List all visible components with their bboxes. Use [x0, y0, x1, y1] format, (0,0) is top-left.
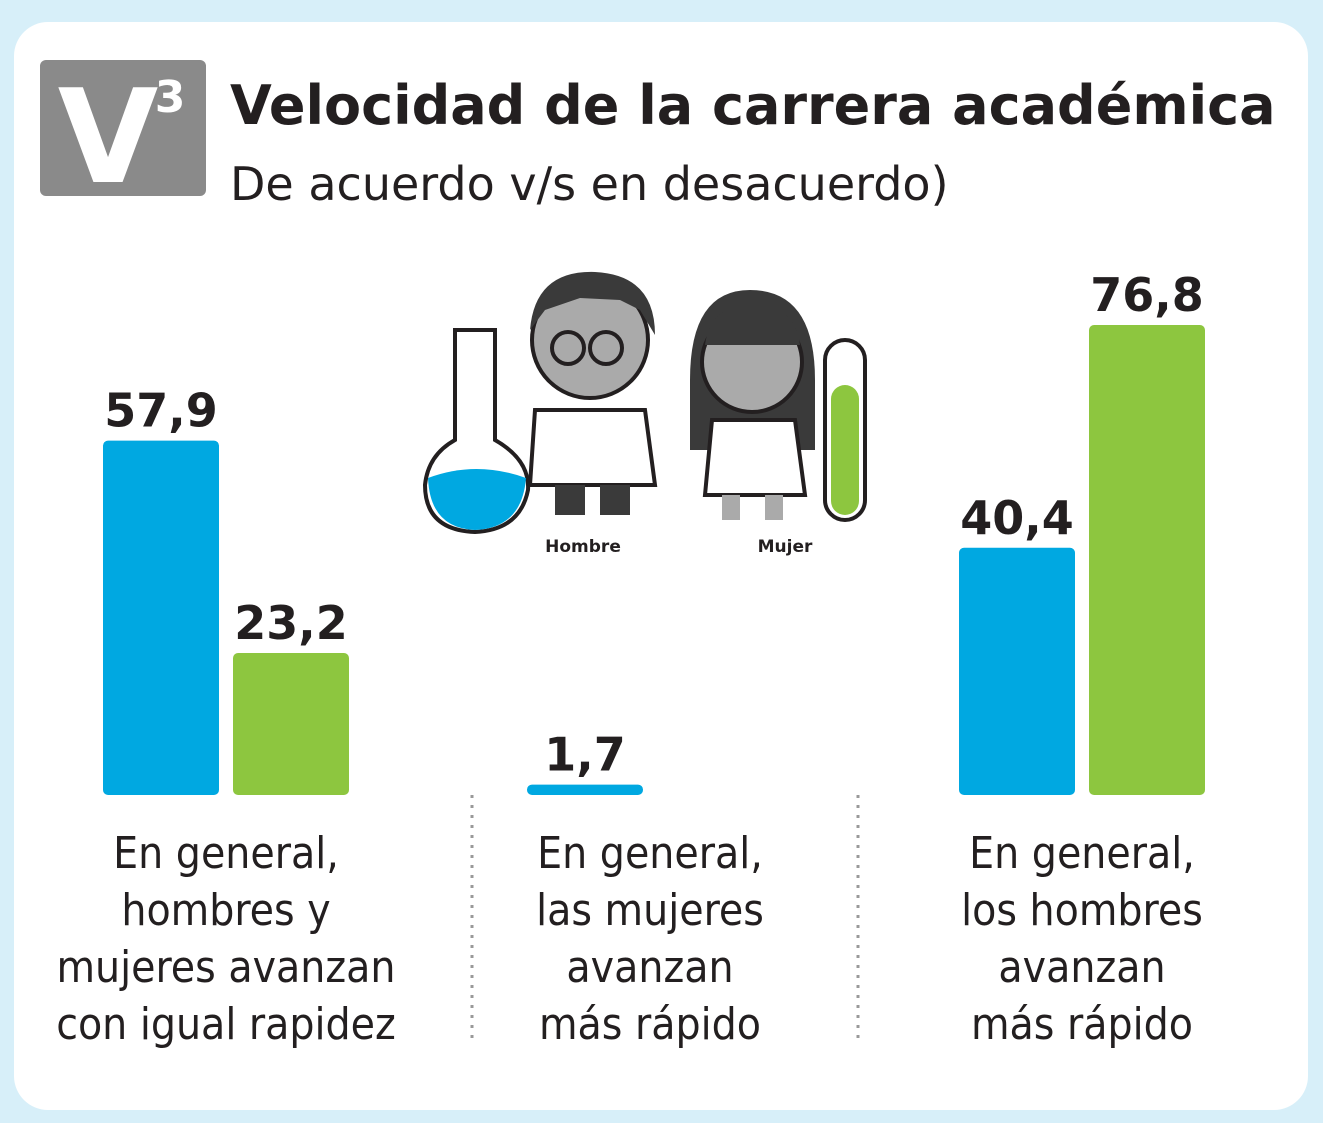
x-tick-label: avanzan: [566, 942, 733, 993]
badge-superscript: 3: [155, 72, 186, 123]
value-label: 40,4: [960, 491, 1074, 545]
x-tick-label: mujeres avanzan: [56, 942, 395, 993]
card: [14, 22, 1308, 1110]
x-tick-label: las mujeres: [536, 885, 764, 936]
illustration: [422, 271, 867, 535]
x-tick-label: En general,: [113, 828, 339, 879]
bar: [1089, 325, 1205, 795]
legend-label: Mujer: [758, 537, 813, 557]
x-tick-label: los hombres: [961, 885, 1203, 936]
badge-letter: V: [58, 61, 159, 213]
value-label: 76,8: [1090, 268, 1204, 322]
bar: [103, 440, 219, 795]
value-label: 57,9: [104, 384, 218, 438]
value-label: 1,7: [544, 728, 626, 782]
chart-subtitle: De acuerdo v/s en desacuerdo): [230, 157, 949, 211]
x-tick-label: avanzan: [998, 942, 1165, 993]
x-tick-label: hombres y: [121, 885, 330, 936]
bar: [527, 784, 643, 795]
x-tick-label: más rápido: [971, 999, 1193, 1050]
bar: [233, 653, 349, 795]
x-tick-label: En general,: [969, 828, 1195, 879]
bar: [959, 547, 1075, 795]
x-tick-label: En general,: [537, 828, 763, 879]
badge: [40, 60, 206, 196]
legend-label: Hombre: [545, 537, 621, 557]
x-tick-label: más rápido: [539, 999, 761, 1050]
x-tick-label: con igual rapidez: [56, 999, 396, 1050]
chart-title: Velocidad de la carrera académica: [230, 74, 1276, 137]
value-label: 23,2: [234, 596, 348, 650]
